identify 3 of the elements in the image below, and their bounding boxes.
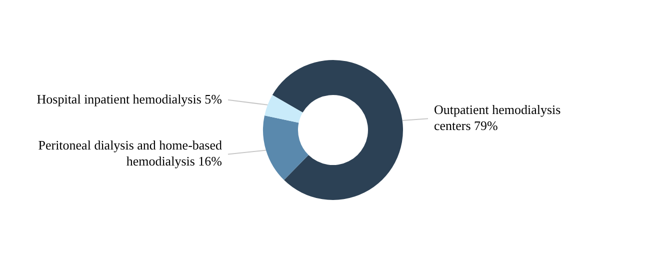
slice-label: Hospital inpatient hemodialysis 5% [36,91,222,106]
slice-label: Peritoneal dialysis and home-based hemodialysis 16% [38,138,222,169]
slice-label: Outpatient hemodialysis centers 79% [434,102,561,134]
